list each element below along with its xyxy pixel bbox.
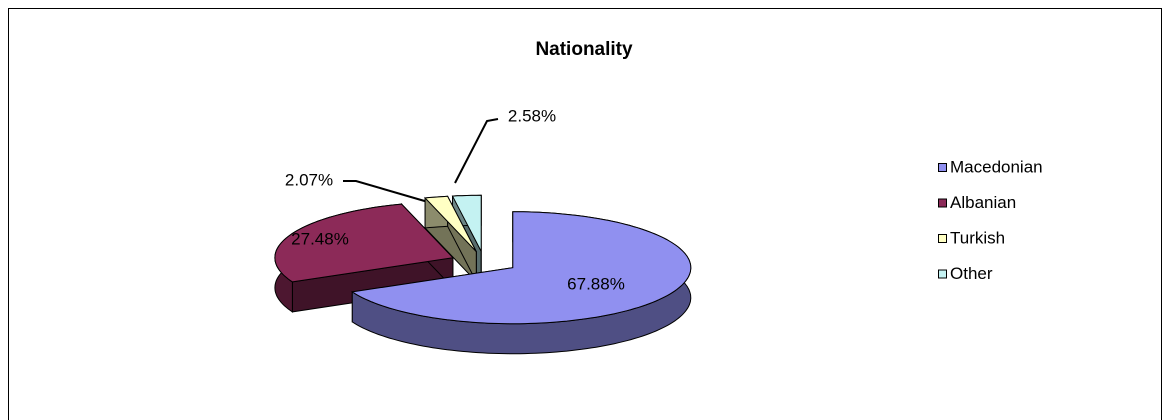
chart-frame <box>8 8 1162 420</box>
data-label: 67.88% <box>567 274 625 293</box>
legend: Macedonian Albanian Turkish Other <box>938 157 1043 283</box>
legend-swatch <box>938 234 947 243</box>
data-label: 2.58% <box>508 106 556 125</box>
leader-line <box>343 180 429 203</box>
pie-slice <box>274 203 454 283</box>
pie-slice <box>350 211 692 325</box>
legend-swatch <box>938 198 947 208</box>
legend-label: Albanian <box>950 193 1016 212</box>
pie-slice <box>424 195 477 252</box>
pie-slice <box>451 194 482 252</box>
legend-swatch <box>938 163 947 172</box>
leader-line <box>454 118 499 184</box>
legend-label: Turkish <box>950 228 1005 247</box>
legend-label: Macedonian <box>950 157 1043 176</box>
chart-title: Nationality <box>535 39 633 60</box>
legend-label: Other <box>950 264 993 283</box>
legend-swatch <box>938 269 947 279</box>
pie: 67.88% 27.48% 2.07% 2.58% <box>274 106 692 355</box>
data-label: 2.07% <box>285 170 333 189</box>
data-label: 27.48% <box>291 229 349 248</box>
